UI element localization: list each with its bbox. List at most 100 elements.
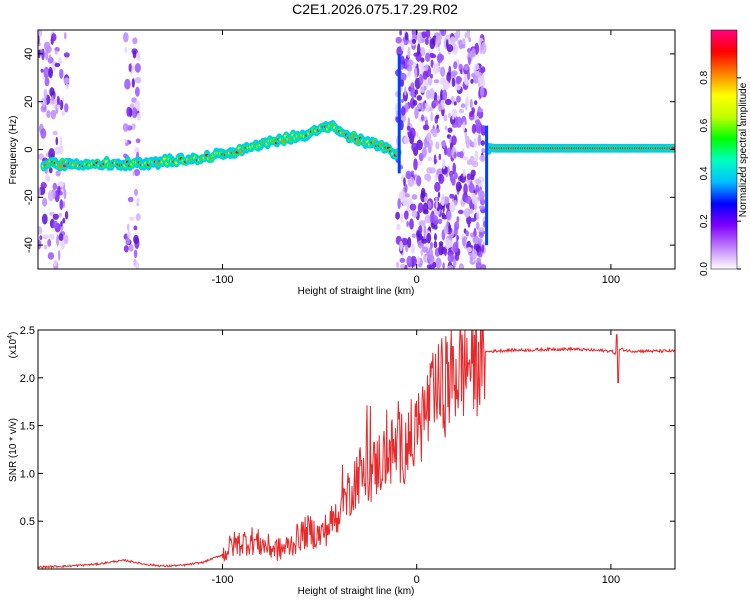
noise-speckle — [49, 98, 56, 105]
noise-speckle — [418, 73, 424, 85]
noise-speckle — [135, 261, 140, 269]
noise-speckle — [442, 89, 448, 101]
noise-speckle — [61, 110, 65, 116]
noise-speckle — [479, 190, 485, 201]
noise-speckle — [126, 230, 132, 239]
noise-speckle — [40, 128, 47, 139]
colorbar: 0.0 0.2 0.4 0.6 0.8 Normalized spectral ampl… — [699, 29, 749, 276]
noise-speckle — [131, 78, 135, 88]
noise-speckle — [64, 103, 69, 113]
noise-speckle — [125, 237, 131, 245]
spectrogram-ridge — [40, 53, 675, 246]
colorbar-tick-label: 0.0 — [699, 262, 710, 276]
noise-speckle — [481, 148, 486, 154]
noise-speckle — [132, 50, 137, 59]
noise-speckle — [473, 229, 477, 237]
noise-speckle — [127, 196, 134, 203]
noise-speckle — [424, 37, 429, 46]
noise-speckle — [433, 154, 437, 165]
snr-exponent: (x104) — [7, 332, 19, 359]
colorbar-tick-label: 0.6 — [699, 118, 710, 132]
noise-speckle — [449, 71, 456, 80]
y-tick-label: 2.5 — [20, 325, 35, 337]
noise-speckle — [435, 257, 442, 269]
noise-speckle — [421, 146, 427, 158]
noise-speckle — [476, 257, 482, 264]
noise-speckle — [448, 112, 451, 119]
noise-speckle — [465, 230, 470, 237]
noise-speckle — [124, 139, 128, 144]
noise-speckle — [426, 264, 432, 269]
noise-speckle — [49, 87, 55, 97]
noise-speckle — [399, 79, 405, 87]
noise-speckle — [426, 132, 432, 142]
noise-speckle — [399, 257, 406, 263]
noise-speckle — [481, 244, 485, 254]
noise-speckle — [455, 181, 462, 192]
noise-speckle — [45, 48, 49, 61]
noise-speckle — [58, 233, 64, 241]
noise-speckle — [422, 70, 428, 80]
noise-speckle — [467, 223, 471, 228]
noise-speckle — [467, 56, 472, 66]
noise-speckle — [59, 136, 63, 147]
noise-speckle — [436, 95, 440, 101]
noise-speckle — [449, 193, 455, 199]
noise-speckle — [465, 138, 471, 149]
noise-speckle — [469, 98, 473, 109]
noise-speckle — [429, 38, 436, 50]
noise-speckle — [425, 103, 430, 113]
noise-speckle — [40, 105, 47, 113]
noise-speckle — [128, 63, 132, 72]
noise-speckle — [404, 85, 407, 96]
noise-speckle — [447, 166, 450, 173]
noise-speckle — [465, 96, 469, 108]
noise-speckle — [475, 260, 482, 269]
noise-speckle — [52, 130, 58, 136]
noise-speckle — [409, 127, 416, 140]
noise-speckle — [434, 174, 438, 181]
noise-speckle — [478, 227, 485, 233]
noise-speckle — [454, 221, 460, 231]
noise-speckle — [39, 235, 43, 241]
noise-speckle — [398, 190, 406, 201]
noise-speckle — [471, 160, 479, 168]
noise-speckle — [416, 139, 423, 151]
noise-speckle — [477, 251, 483, 258]
noise-speckle — [129, 103, 135, 109]
noise-speckle — [132, 37, 138, 45]
noise-speckle — [438, 241, 444, 247]
chart-title: C2E1.2026.075.17.29.R02 — [292, 1, 458, 17]
noise-speckle — [414, 106, 419, 119]
noise-speckle — [420, 249, 423, 257]
noise-speckle — [454, 254, 460, 261]
y-tick-label: 20 — [23, 96, 35, 108]
noise-speckle — [53, 259, 58, 267]
noise-speckle — [135, 213, 141, 222]
noise-speckle — [55, 170, 61, 177]
noise-speckle — [451, 176, 456, 187]
noise-speckle — [409, 203, 417, 211]
snr-ylabel: SNR (10 * v/v) — [8, 418, 19, 482]
noise-speckle — [438, 173, 445, 185]
noise-speckle — [134, 188, 138, 196]
noise-speckle — [456, 235, 459, 241]
noise-speckle — [417, 32, 423, 44]
noise-speckle — [461, 237, 466, 247]
x-tick-label: 100 — [602, 574, 620, 586]
noise-speckle — [135, 86, 140, 97]
noise-speckle — [63, 52, 70, 58]
noise-speckle — [58, 212, 62, 218]
noise-speckle — [480, 42, 487, 55]
noise-speckle — [132, 171, 135, 177]
noise-speckle — [124, 78, 131, 90]
noise-speckle — [64, 32, 67, 40]
noise-speckle — [464, 131, 468, 139]
noise-speckle — [429, 88, 435, 99]
colorbar-label: Normalized spectral amplitude — [738, 82, 749, 217]
y-tick-label: -20 — [23, 189, 35, 205]
noise-speckle — [51, 95, 54, 102]
noise-speckle — [432, 128, 437, 138]
noise-speckle — [462, 156, 469, 161]
